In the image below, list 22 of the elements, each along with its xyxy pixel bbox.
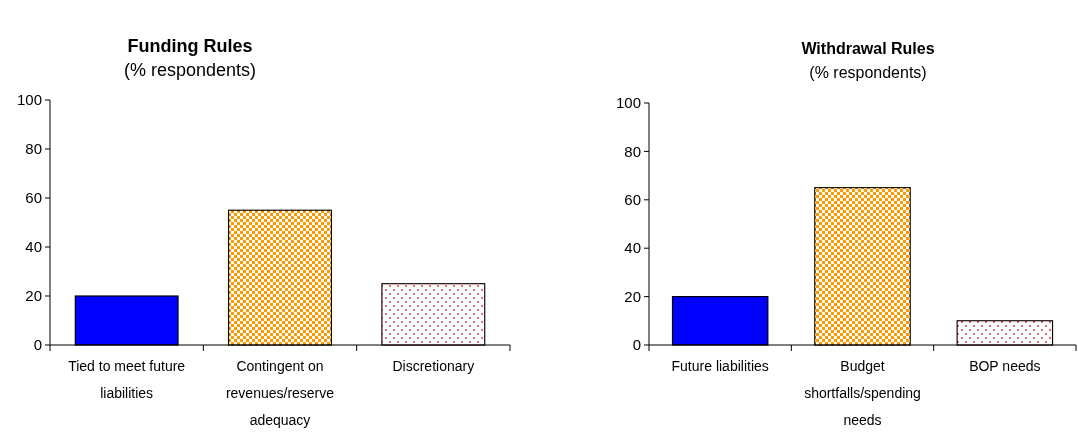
x-tick-label: Discretionary <box>392 358 475 374</box>
x-tick-label: Budget shortfalls/spending needs <box>804 358 921 428</box>
y-tick-label: 40 <box>624 239 641 257</box>
y-tick-label: 40 <box>25 238 42 256</box>
y-tick-label: 0 <box>33 336 42 354</box>
y-tick-label: 20 <box>25 287 42 305</box>
chart-subtitle: (% respondents) <box>123 60 257 80</box>
y-tick-label: 80 <box>624 142 641 160</box>
y-tick-label: 0 <box>632 336 641 354</box>
y-tick-label: 20 <box>624 287 641 305</box>
chart-title: Withdrawal Rules <box>801 40 935 57</box>
y-tick-label: 60 <box>624 191 641 209</box>
chart-subtitle: (% respondents) <box>809 64 927 81</box>
y-tick-label: 80 <box>25 140 42 158</box>
x-tick-label: Future liabilities <box>671 358 769 374</box>
x-tick-label: Contingent on revenues/reserve adequacy <box>225 358 335 428</box>
chart-title: Funding Rules <box>127 36 253 56</box>
y-tick-label: 100 <box>615 94 641 112</box>
y-tick-label: 100 <box>16 91 42 109</box>
x-tick-label: BOP needs <box>969 358 1041 374</box>
x-tick-label: Tied to meet future liabilities <box>68 358 186 401</box>
y-tick-label: 60 <box>25 189 42 207</box>
